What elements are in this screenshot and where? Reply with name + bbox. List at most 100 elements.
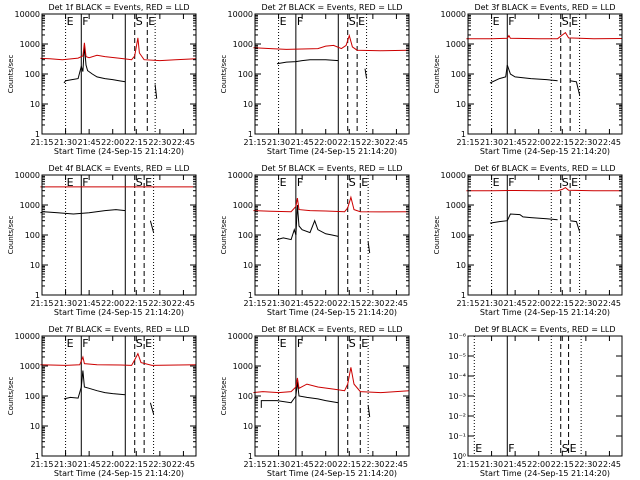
- time-marker-label: E: [148, 15, 155, 28]
- lld-series-line: [40, 352, 197, 366]
- time-marker-label: E: [493, 176, 500, 189]
- y-axis-title: Counts/sec: [220, 377, 228, 416]
- y-tick-label: 10⁻⁴: [448, 372, 466, 381]
- x-tick-label: 22:15: [551, 138, 574, 147]
- events-series-line: [63, 370, 155, 415]
- x-tick-label: 21:15: [243, 299, 266, 308]
- x-tick-label: 21:45: [504, 138, 527, 147]
- time-marker-label: E: [280, 15, 287, 28]
- x-tick-label: 21:45: [78, 299, 101, 308]
- x-tick-label: 22:15: [551, 299, 574, 308]
- time-marker-label: F: [508, 176, 514, 189]
- chart-title: Det 1f BLACK = Events, RED = LLD: [48, 3, 189, 12]
- x-tick-label: 21:15: [243, 460, 266, 469]
- y-tick-label: 100: [25, 392, 40, 401]
- x-tick-label: 22:30: [148, 299, 171, 308]
- chart-title: Det 2f BLACK = Events, RED = LLD: [261, 3, 402, 12]
- y-tick-label: 1: [35, 291, 40, 300]
- x-axis-title: Start Time (24-Sep-15 21:14:20): [480, 469, 610, 478]
- y-axis-title: Counts/sec: [220, 216, 228, 255]
- events-series-line: [489, 213, 581, 232]
- time-marker-label: F: [297, 337, 303, 350]
- chart-title: Det 4f BLACK = Events, RED = LLD: [48, 164, 189, 173]
- y-tick-label: 10: [30, 261, 40, 270]
- y-tick-label: 10: [243, 100, 253, 109]
- x-tick-label: 21:45: [291, 299, 314, 308]
- x-tick-label: 22:00: [527, 299, 550, 308]
- y-tick-label: 10000: [15, 332, 40, 341]
- y-tick-label: 100: [238, 392, 253, 401]
- time-marker-label: E: [67, 15, 74, 28]
- x-tick-label: 21:15: [30, 138, 53, 147]
- x-tick-label: 22:30: [148, 460, 171, 469]
- chart-title: Det 9f BLACK = Events, RED = LLD: [474, 325, 615, 334]
- chart-title: Det 5f BLACK = Events, RED = LLD: [261, 164, 402, 173]
- lld-series-line: [253, 195, 410, 213]
- lld-series-line: [466, 31, 623, 40]
- time-marker-label: F: [508, 15, 514, 28]
- y-tick-label: 1000: [20, 40, 40, 49]
- events-series-line: [63, 45, 158, 99]
- time-marker-label: E: [67, 176, 74, 189]
- time-marker-label: F: [82, 176, 88, 189]
- time-marker-label: S: [349, 337, 356, 350]
- chart-title: Det 8f BLACK = Events, RED = LLD: [261, 325, 402, 334]
- x-tick-label: 22:00: [101, 460, 124, 469]
- y-axis-title: Counts/sec: [220, 55, 228, 94]
- x-tick-label: 21:30: [267, 460, 290, 469]
- x-tick-label: 22:45: [172, 460, 195, 469]
- time-marker-label: E: [358, 15, 365, 28]
- time-marker-label: E: [280, 337, 287, 350]
- y-tick-label: 1000: [20, 362, 40, 371]
- chart-title: Det 7f BLACK = Events, RED = LLD: [48, 325, 189, 334]
- x-tick-label: 21:30: [480, 299, 503, 308]
- x-axis-title: Start Time (24-Sep-15 21:14:20): [54, 469, 184, 478]
- time-marker-label: S: [562, 15, 569, 28]
- lld-series-line: [40, 37, 197, 62]
- y-axis-title: Counts/sec: [7, 216, 15, 255]
- x-tick-label: 21:30: [54, 460, 77, 469]
- time-marker-label: E: [145, 176, 152, 189]
- y-tick-label: 10000: [228, 332, 253, 341]
- x-tick-label: 22:15: [125, 460, 148, 469]
- x-tick-label: 21:30: [54, 138, 77, 147]
- y-tick-label: 10⁻⁵: [448, 352, 466, 361]
- events-series-line: [276, 59, 368, 79]
- y-axis-title: Counts/sec: [433, 216, 441, 255]
- x-tick-label: 21:45: [504, 460, 527, 469]
- y-tick-label: 10: [243, 422, 253, 431]
- y-tick-label: 10000: [228, 10, 253, 19]
- x-tick-label: 21:15: [456, 460, 479, 469]
- x-tick-label: 22:45: [598, 460, 621, 469]
- y-tick-label: 1: [248, 130, 253, 139]
- y-tick-label: 1: [248, 291, 253, 300]
- y-tick-label: 10000: [441, 10, 466, 19]
- time-marker-label: S: [349, 176, 356, 189]
- time-marker-label: S: [349, 15, 356, 28]
- y-tick-label: 1: [248, 452, 253, 461]
- x-tick-label: 22:00: [101, 138, 124, 147]
- lld-series-line: [466, 186, 622, 192]
- x-tick-label: 22:30: [574, 460, 597, 469]
- y-tick-label: 10000: [228, 171, 253, 180]
- y-tick-label: 100: [25, 70, 40, 79]
- x-tick-label: 22:00: [101, 299, 124, 308]
- time-marker-label: F: [297, 15, 303, 28]
- x-tick-label: 22:15: [125, 299, 148, 308]
- y-tick-label: 10: [243, 261, 253, 270]
- y-tick-label: 10: [30, 100, 40, 109]
- x-axis-title: Start Time (24-Sep-15 21:14:20): [267, 308, 397, 317]
- y-tick-label: 100: [238, 231, 253, 240]
- x-tick-label: 21:15: [456, 138, 479, 147]
- events-series-line: [260, 381, 371, 418]
- x-tick-label: 22:00: [527, 138, 550, 147]
- x-axis-title: Start Time (24-Sep-15 21:14:20): [480, 147, 610, 156]
